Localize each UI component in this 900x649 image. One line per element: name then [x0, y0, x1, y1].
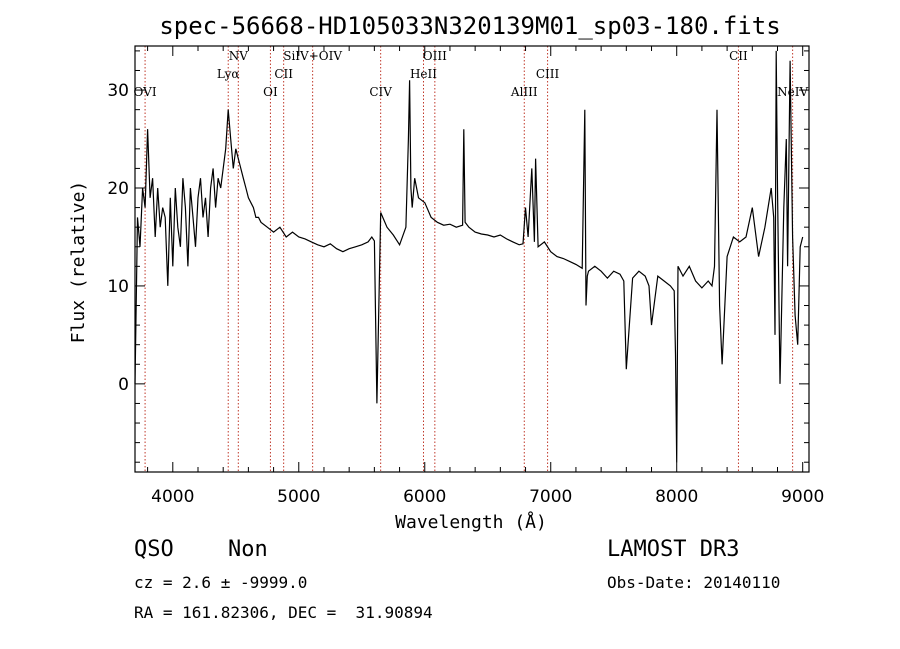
chart-title: spec-56668-HD105033N320139M01_sp03-180.f…: [159, 12, 780, 40]
line-label: OI: [263, 85, 278, 99]
x-tick-label: 7000: [529, 487, 572, 507]
x-tick-label: 8000: [655, 487, 698, 507]
survey-name: LAMOST DR3: [607, 537, 740, 562]
line-label: OVI: [134, 85, 157, 99]
line-label: CIII: [536, 67, 560, 81]
line-label: OIII: [423, 49, 447, 63]
obs-date: Obs-Date: 20140110: [607, 573, 781, 592]
plot-frame: [134, 45, 810, 473]
x-tick-label: 5000: [277, 487, 320, 507]
line-label: HeII: [410, 67, 437, 81]
redshift-cz: cz = 2.6 ± -9999.0: [134, 573, 308, 592]
line-label: CIV: [369, 85, 392, 99]
ra-dec: RA = 161.82306, DEC = 31.90894: [134, 603, 433, 622]
x-tick-label: 4000: [151, 487, 194, 507]
y-tick-label: 10: [107, 277, 129, 297]
line-label: NV: [229, 49, 249, 63]
line-label: SiIV+OIV: [283, 49, 342, 63]
y-tick-label: 20: [107, 179, 129, 199]
y-tick-label: 30: [107, 81, 129, 101]
object-class: QSO: [134, 537, 174, 562]
axis-ticks: 4000 5000 6000 7000 8000 9000 0 10 20 30: [107, 46, 824, 507]
y-tick-label: 0: [118, 375, 129, 395]
spectrum-line: [134, 50, 804, 463]
line-label: AlIII: [510, 85, 538, 99]
x-tick-label: 9000: [781, 487, 824, 507]
line-label: Lyα: [217, 67, 240, 81]
object-subclass: Non: [228, 537, 268, 562]
x-axis-label: Wavelength (Å): [395, 511, 547, 533]
line-label: CII: [729, 49, 748, 63]
line-labels: OVI Lyα NV OI CII SiIV+OIV CIV HeII OIII AlIII CII…: [134, 49, 809, 99]
line-label: CII: [274, 67, 293, 81]
line-label: NeIV: [777, 85, 808, 99]
x-tick-label: 6000: [403, 487, 446, 507]
y-axis-label: Flux (relative): [68, 181, 89, 344]
line-markers: [144, 46, 794, 472]
